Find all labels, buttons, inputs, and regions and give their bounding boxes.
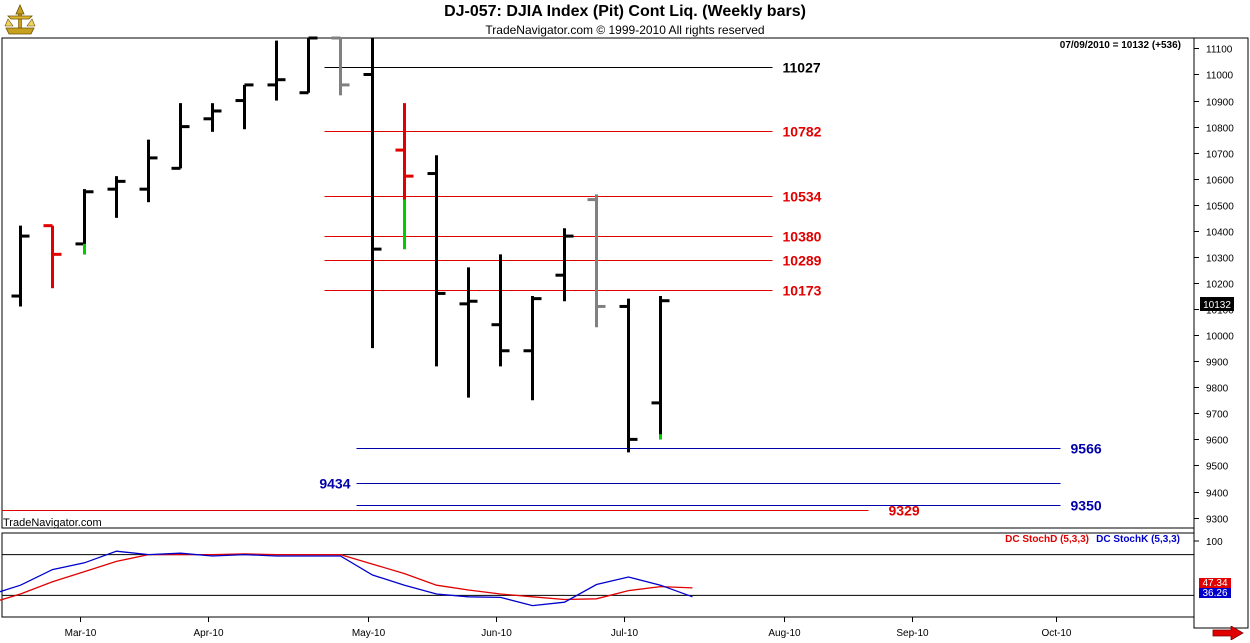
ohlc-bar [107,176,126,218]
level-label: 9350 [1071,498,1102,514]
ohlc-bar [299,36,318,95]
chart-title: DJ-057: DJIA Index (Pit) Cont Liq. (Week… [444,3,806,20]
ohlc-bar [331,36,350,96]
x-tick-label: Aug-10 [768,628,801,639]
x-tick-label: Mar-10 [65,628,97,639]
level-label: 10173 [783,283,822,299]
ohlc-bar [555,228,574,302]
y-tick-label: 9300 [1206,515,1229,526]
chart-subtitle: TradeNavigator.com © 1999-2010 All right… [485,23,765,37]
y-tick-label: 9800 [1206,384,1229,395]
level-label: 10380 [783,229,822,245]
x-tick-label: Apr-10 [193,628,223,639]
y-tick-label: 10300 [1206,254,1234,265]
y-tick-label: 9600 [1206,436,1229,447]
x-tick-label: Oct-10 [1041,628,1071,639]
last-price-info: 07/09/2010 = 10132 (+536) [1060,40,1181,51]
level-label: 9434 [319,476,350,492]
level-label: 10782 [783,124,822,140]
y-tick-label: 10000 [1206,332,1234,343]
y-tick-label: 11100 [1206,45,1233,56]
ohlc-bar [171,103,190,170]
y-tick-label: 10500 [1206,202,1234,213]
ohlc-bar [459,267,478,398]
level-label: 10534 [783,189,822,205]
watermark-text: TradeNavigator.com [3,517,102,529]
right-arrow-icon[interactable] [1212,626,1244,640]
last-price-marker [1200,297,1234,311]
y-tick-label: 9900 [1206,358,1229,369]
y-tick-label: 10400 [1206,228,1234,239]
stoch-legend-label: DC StochK (5,3,3) [1096,534,1180,545]
level-label: 9566 [1071,441,1102,457]
ohlc-bar [11,225,30,307]
ohlc-bar [651,296,670,440]
ohlc-bar [43,224,62,289]
y-tick-label: 10900 [1206,98,1234,109]
level-label: 11027 [783,60,821,76]
ohlc-bar [619,298,638,453]
y-tick-label: 9700 [1206,410,1229,421]
x-tick-label: Jul-10 [611,628,639,639]
stoch-series-line [0,550,693,607]
y-tick-label: 10700 [1206,150,1234,161]
ohlc-bar [267,40,286,101]
y-tick-label: 10200 [1206,280,1234,291]
y-tick-label: 10600 [1206,176,1234,187]
trade-navigator-logo-icon[interactable] [2,2,38,38]
ohlc-bar [427,155,446,367]
stoch-y-tick-label: 100 [1206,537,1223,548]
stoch-last-marker [1199,578,1231,588]
ohlc-bar [139,139,158,203]
x-tick-label: Sep-10 [896,628,929,639]
y-tick-label: 10800 [1206,124,1234,135]
x-tick-label: May-10 [352,628,386,639]
y-tick-label: 9400 [1206,489,1229,500]
ohlc-bar [75,189,94,255]
stoch-last-value: 36.26 [1202,588,1227,599]
ohlc-bar [491,254,510,367]
stoch-last-marker [1199,588,1231,598]
ohlc-bar [235,83,254,130]
y-tick-label: 9500 [1206,462,1229,473]
ohlc-bar [395,103,414,250]
y-tick-label: 11000 [1206,71,1234,82]
ohlc-bar [363,38,382,349]
level-label: 10289 [783,253,822,269]
ohlc-bar [203,103,222,132]
last-price-label: 10132 [1203,300,1231,311]
level-label: 9329 [889,503,920,519]
stoch-panel-border [1,532,1195,618]
ohlc-bar [587,194,606,328]
x-tick-label: Jun-10 [481,628,512,639]
ohlc-bar [523,296,542,401]
stoch-legend-label: DC StochD (5,3,3) [1005,534,1089,545]
axis-panel-border [1193,37,1249,629]
stoch-last-value: 47.34 [1202,578,1227,589]
stoch-series-line [0,553,693,601]
